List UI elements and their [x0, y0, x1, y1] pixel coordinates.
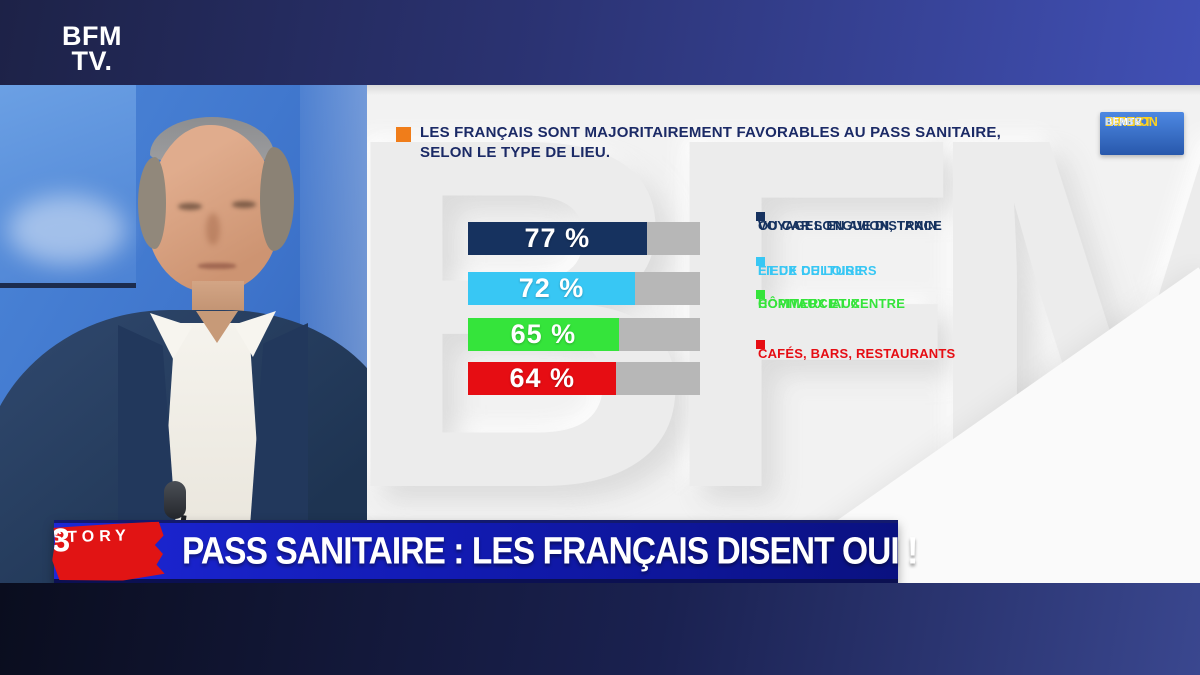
- guest-hair-left: [138, 157, 166, 249]
- opinion-en-direct-badge: L' OPINION EN DIRECT BFMTV ELABE: [1100, 112, 1184, 155]
- headline-bullet-icon: [396, 127, 411, 142]
- legend-marker-icon: [756, 340, 765, 349]
- guest-nose: [206, 213, 220, 245]
- chart-title-line1: LES FRANÇAIS SONT MAJORITAIREMENT FAVORA…: [420, 124, 1001, 141]
- guest-eye-right: [232, 201, 256, 208]
- bar-row-voyages: 77 %: [468, 222, 700, 255]
- bfmtv-logo-line2: TV.: [71, 46, 113, 76]
- legend-label-line1: CAFÉS, BARS, RESTAURANTS: [758, 346, 956, 361]
- badge-en: EN: [1105, 115, 1123, 129]
- bar-value: 65 %: [510, 319, 577, 349]
- bar-row-loisirs: 72 %: [468, 272, 700, 305]
- bar-fill: 65 %: [468, 318, 619, 351]
- screen-edge: [0, 283, 136, 288]
- guest-hair-right: [260, 147, 294, 251]
- legend-marker-icon: [756, 257, 765, 266]
- studio-scene: [0, 85, 367, 583]
- legend-label-line1: HÔPITAUX ET CENTRE: [758, 296, 906, 311]
- chart-title: LES FRANÇAIS SONT MAJORITAIREMENT FAVORA…: [420, 123, 1080, 163]
- infographic-panel: BFM LES FRANÇAIS SONT MAJORITAIREMENT FA…: [367, 85, 1200, 583]
- guest-silhouette: [0, 85, 367, 583]
- legend-label-line2: OU CAR LONGUE DISTANCE: [758, 218, 942, 233]
- legend-marker-icon: [756, 290, 765, 299]
- bar-row-cafes: 64 %: [468, 362, 700, 395]
- badge-elabe: ELABE: [1105, 117, 1142, 128]
- guest-eye-left: [178, 203, 202, 210]
- banner-headline: PASS SANITAIRE : LES FRANÇAIS DISENT OUI…: [182, 528, 918, 573]
- microphone-icon: [164, 481, 186, 519]
- bar-value: 77 %: [524, 223, 591, 253]
- bar-fill: 72 %: [468, 272, 636, 305]
- badge-l-apostrophe: L': [1105, 115, 1116, 129]
- bar-fill: 77 %: [468, 222, 647, 255]
- bar-value: 64 %: [509, 363, 575, 393]
- badge-opinion: OPINION: [1105, 115, 1158, 129]
- legend-label-line1: LIEUX DE LOISIRS: [758, 263, 877, 278]
- chart-title-line2: SELON LE TYPE DE LIEU.: [420, 144, 611, 161]
- bottom-strip: [0, 583, 1200, 675]
- legend-marker-icon: [756, 212, 765, 221]
- bfmtv-logo: BFM TV.: [48, 21, 136, 76]
- screen-glare: [8, 195, 126, 265]
- bar-fill: 64 %: [468, 362, 617, 395]
- bar-row-hopitaux: 65 %: [468, 318, 700, 351]
- legend-label-line2: ET DE CULTURE: [758, 263, 864, 278]
- bfmtv-logo-line1: BFM: [62, 21, 122, 51]
- guest-mouth: [198, 263, 236, 269]
- legend-label-line2: COMMERCIAUX: [758, 296, 860, 311]
- story-badge: STORY 3: [51, 522, 164, 583]
- legend-label-line1: VOYAGES EN AVION, TRAIN: [758, 218, 938, 233]
- bar-value: 72 %: [518, 273, 585, 303]
- news-banner: STORY 3 PASS SANITAIRE : LES FRANÇAIS DI…: [51, 520, 918, 583]
- top-bar: BFM TV.: [0, 0, 1200, 85]
- badge-bfmtv: BFMTV: [1105, 117, 1142, 128]
- studio-background-screen: [0, 85, 136, 285]
- story-number: 3: [51, 520, 71, 559]
- badge-direct: DIRECT: [1105, 115, 1152, 129]
